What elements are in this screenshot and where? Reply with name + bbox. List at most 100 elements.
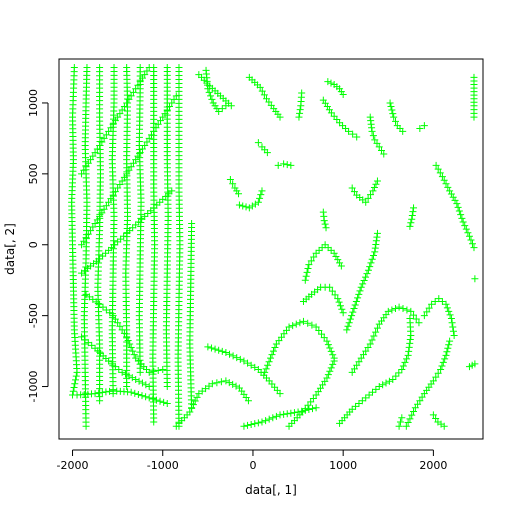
data-point: [138, 379, 146, 387]
data-point: [96, 212, 104, 220]
data-point: [87, 227, 95, 235]
y-tick-label: -500: [27, 303, 40, 328]
data-point: [251, 200, 259, 208]
data-point: [153, 201, 161, 209]
data-point: [457, 211, 465, 219]
data-point: [150, 204, 158, 212]
data-point: [416, 124, 424, 132]
data-point: [373, 177, 381, 185]
data-point: [256, 83, 264, 91]
data-point: [193, 393, 201, 401]
data-point: [163, 400, 171, 408]
data-point: [303, 268, 311, 276]
data-point: [283, 410, 291, 418]
data-point: [326, 344, 334, 352]
x-tick-label: -1000: [147, 459, 179, 472]
data-point: [321, 220, 329, 228]
data-point: [305, 261, 313, 269]
data-points: [68, 64, 479, 430]
y-tick-label: 500: [27, 163, 40, 184]
data-point: [287, 409, 295, 417]
data-point: [132, 221, 140, 229]
data-point: [138, 145, 146, 153]
plot-frame: [58, 58, 484, 440]
data-point: [373, 139, 381, 147]
data-point: [448, 319, 456, 327]
data-point: [110, 64, 118, 72]
data-point: [346, 315, 354, 323]
data-point: [254, 139, 262, 147]
data-point: [232, 382, 240, 390]
data-point: [420, 122, 428, 130]
data-point: [132, 375, 140, 383]
data-point: [240, 422, 248, 430]
data-point: [98, 388, 106, 396]
data-point: [235, 201, 243, 209]
data-point: [91, 219, 99, 227]
data-point: [102, 131, 110, 139]
data-point: [102, 306, 110, 314]
data-point: [379, 381, 387, 389]
data-point: [205, 88, 213, 96]
data-point: [420, 312, 428, 320]
data-point: [129, 88, 137, 96]
data-point: [248, 202, 256, 210]
data-point: [295, 113, 303, 121]
data-point: [233, 187, 241, 195]
data-point: [114, 238, 122, 246]
data-point: [403, 355, 411, 363]
data-point: [336, 85, 344, 93]
y-axis-label: data[, 2]: [3, 223, 17, 275]
data-point: [372, 180, 380, 188]
data-point: [118, 368, 126, 376]
data-point: [262, 365, 270, 373]
data-point: [144, 210, 152, 218]
data-point: [336, 259, 344, 267]
data-point: [143, 138, 151, 146]
data-point: [84, 230, 92, 238]
data-point: [438, 173, 446, 181]
data-point: [116, 180, 124, 188]
data-point: [126, 340, 134, 348]
data-point: [429, 377, 437, 385]
data-point: [162, 193, 170, 201]
data-point: [152, 396, 160, 404]
data-point: [296, 106, 304, 114]
data-point: [127, 163, 135, 171]
data-point: [175, 64, 183, 72]
data-point: [299, 317, 307, 325]
data-point: [443, 348, 451, 356]
data-point: [364, 194, 372, 202]
data-point: [366, 263, 374, 271]
data-point: [105, 246, 113, 254]
data-point: [342, 124, 350, 132]
data-point: [154, 366, 162, 374]
data-point: [226, 176, 234, 184]
data-point: [362, 273, 370, 281]
data-point: [337, 262, 345, 270]
data-point: [329, 360, 337, 368]
data-point: [105, 357, 113, 365]
data-point: [244, 421, 252, 429]
data-point: [370, 332, 378, 340]
data-point: [93, 145, 101, 153]
data-point: [449, 323, 457, 331]
data-point: [380, 150, 388, 158]
data-point: [334, 256, 342, 264]
data-point: [402, 422, 410, 430]
data-point: [352, 402, 360, 410]
data-point: [388, 306, 396, 314]
data-point: [349, 130, 357, 138]
data-point: [80, 166, 88, 174]
data-point: [147, 207, 155, 215]
data-point: [385, 377, 393, 385]
data-point: [118, 326, 126, 334]
data-point: [442, 180, 450, 188]
data-point: [327, 364, 335, 372]
data-point: [114, 184, 122, 192]
data-point: [368, 388, 376, 396]
data-point: [335, 298, 343, 306]
data-point: [244, 359, 252, 367]
data-point: [410, 204, 418, 212]
data-point: [339, 90, 347, 98]
